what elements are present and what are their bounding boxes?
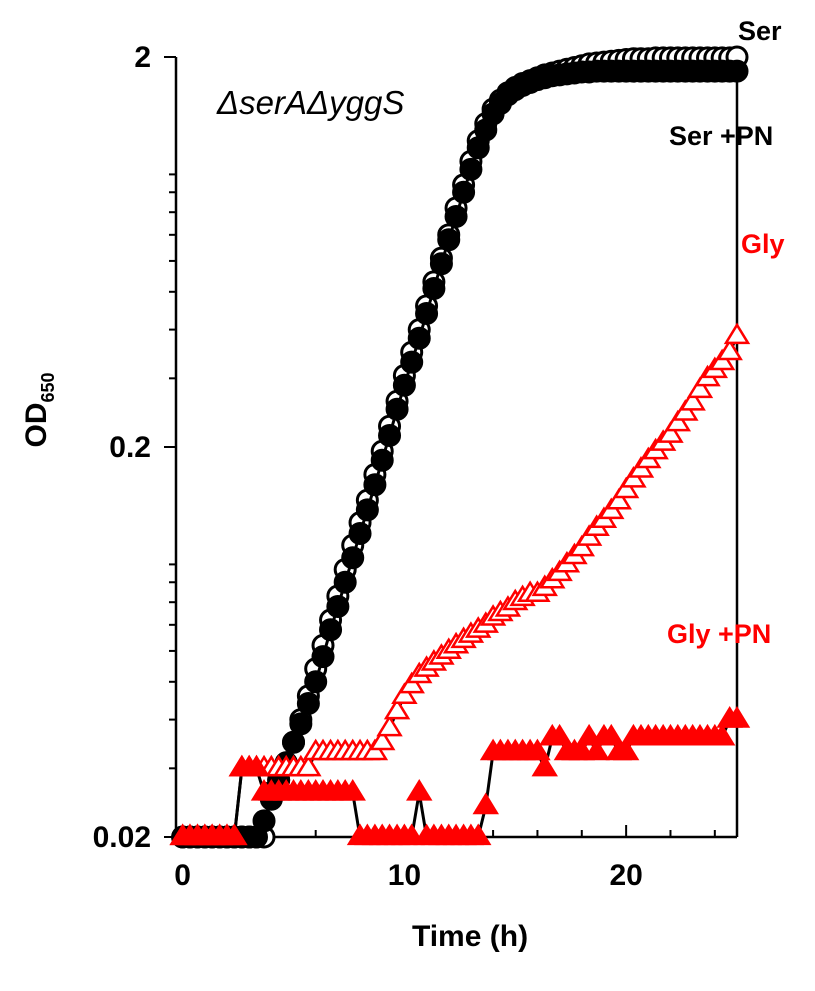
data-point-ser-pn xyxy=(385,397,409,421)
data-point-gly xyxy=(295,754,322,777)
data-point-ser-pn xyxy=(378,424,402,448)
y-axis-title-group: OD650 xyxy=(20,372,58,447)
data-point-gly-pn xyxy=(531,754,558,777)
data-point-gly-pn xyxy=(612,738,640,761)
data-point-ser-pn xyxy=(363,473,387,497)
data-point-gly-pn xyxy=(339,779,366,801)
data-point-ser-pn xyxy=(311,645,335,669)
series-layer xyxy=(169,45,751,849)
series-label-ser: Ser xyxy=(738,16,782,46)
data-point-gly-pn xyxy=(583,738,610,761)
y-tick-label: 2 xyxy=(134,41,151,74)
data-point-ser-pn xyxy=(326,594,350,618)
data-point-ser-pn xyxy=(452,180,476,204)
data-point-gly-pn xyxy=(465,823,492,846)
data-point-gly-pn xyxy=(708,723,736,746)
strain-label-text: ΔserAΔyggS xyxy=(216,84,404,121)
data-point-ser-pn xyxy=(437,228,461,252)
y-tick-label: 0.02 xyxy=(93,821,151,854)
data-point-gly xyxy=(612,476,640,499)
data-point-ser-pn xyxy=(429,252,453,276)
data-point-gly xyxy=(686,376,714,399)
data-point-gly-pn xyxy=(598,723,625,746)
data-point-gly-pn xyxy=(472,792,499,815)
x-tick-label: 10 xyxy=(388,859,421,892)
data-point-gly xyxy=(376,714,403,737)
data-point-gly-pn xyxy=(243,754,270,777)
data-point-gly-pn xyxy=(546,723,573,746)
y-axis-title-main: OD xyxy=(20,403,53,448)
data-point-gly xyxy=(391,682,418,705)
data-point-ser-pn xyxy=(725,59,749,83)
data-point-ser-pn xyxy=(296,691,320,715)
data-point-ser-pn xyxy=(459,157,483,181)
series-label-gly-pn: Gly +PN xyxy=(667,619,771,649)
data-point-ser-pn xyxy=(289,712,313,736)
data-point-ser-pn xyxy=(370,448,394,472)
data-point-gly xyxy=(368,728,396,751)
data-point-gly-pn xyxy=(406,779,433,801)
data-point-gly xyxy=(723,322,751,345)
data-point-ser-pn xyxy=(333,570,357,594)
series-label-gly: Gly xyxy=(741,229,785,259)
data-point-ser-pn xyxy=(252,809,276,833)
series-label-ser-pn: Ser +PN xyxy=(669,121,773,151)
data-point-gly xyxy=(679,389,706,411)
y-axis-ticks: 0.02 0.2 2 xyxy=(93,41,176,854)
x-tick-label: 20 xyxy=(609,859,642,892)
data-point-ser-pn xyxy=(400,350,424,374)
data-point-ser-pn xyxy=(319,618,343,642)
data-point-ser-pn xyxy=(415,301,439,325)
data-point-ser-pn xyxy=(355,498,379,522)
data-point-ser-pn xyxy=(304,670,328,694)
data-point-ser-pn xyxy=(341,546,365,570)
data-point-gly-pn xyxy=(221,823,248,846)
data-point-gly xyxy=(657,421,684,443)
series-gly-pn xyxy=(169,706,751,846)
data-point-gly xyxy=(383,697,411,720)
y-axis-title: OD650 xyxy=(20,372,58,447)
x-axis-title: Time (h) xyxy=(412,920,528,953)
data-point-ser-pn xyxy=(444,204,468,228)
data-point-gly xyxy=(664,409,692,432)
data-point-ser-pn xyxy=(407,326,431,350)
y-tick-label: 0.2 xyxy=(109,431,151,464)
data-point-gly xyxy=(568,534,596,557)
data-point-gly xyxy=(605,487,633,510)
data-point-ser-pn xyxy=(392,373,416,397)
data-point-gly-pn xyxy=(723,706,751,728)
strain-label: ΔserAΔyggS xyxy=(216,84,404,121)
x-tick-label: 0 xyxy=(174,859,191,892)
data-point-ser-pn xyxy=(422,276,446,300)
data-point-gly xyxy=(716,338,743,361)
data-point-gly-pn xyxy=(524,738,551,761)
data-point-ser-pn xyxy=(348,522,372,546)
y-axis-title-sub: 650 xyxy=(38,372,58,402)
